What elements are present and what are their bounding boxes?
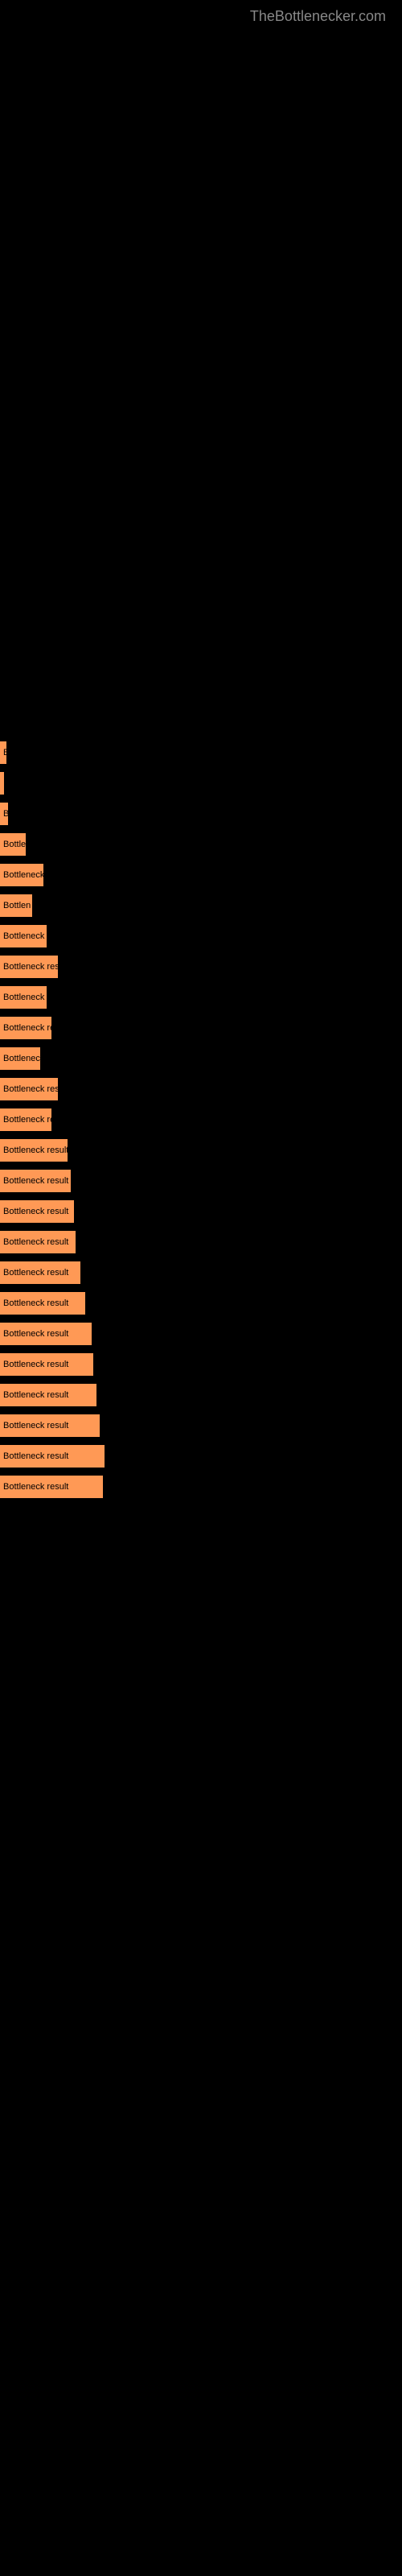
bar: Bottleneck r — [0, 986, 47, 1009]
bar-row: Bottlen — [0, 894, 402, 917]
bar-row: Bottleneck result — [0, 1170, 402, 1192]
bar-row: Bottleneck resu — [0, 1078, 402, 1100]
bar: Bottleneck result — [0, 1261, 80, 1284]
bar-row: Bottleneck result — [0, 1476, 402, 1498]
bar-row: Bottle — [0, 833, 402, 856]
bar-row: B — [0, 741, 402, 764]
bar-row: Bottleneck — [0, 864, 402, 886]
bar: Bottlen — [0, 894, 32, 917]
bar-row: Bottlenec — [0, 1047, 402, 1070]
bar: Bottleneck result — [0, 1353, 93, 1376]
bar-row: Bottleneck result — [0, 1200, 402, 1223]
bar: Bottleneck resu — [0, 1078, 58, 1100]
bar: Bottleneck result — [0, 1139, 68, 1162]
bar-row: Bottleneck re — [0, 1108, 402, 1131]
bar-row: Bottleneck result — [0, 1261, 402, 1284]
bar: Bottleneck result — [0, 1231, 76, 1253]
bar-row: Bottleneck result — [0, 1292, 402, 1315]
bar: Bottleneck result — [0, 1323, 92, 1345]
bar: Bottleneck re — [0, 1017, 51, 1039]
bar-row: Bottleneck result — [0, 1323, 402, 1345]
bar: Bottleneck r — [0, 925, 47, 947]
bar-row: Bottleneck result — [0, 1414, 402, 1437]
site-header: TheBottlenecker.com — [0, 0, 402, 33]
bar: Bottleneck result — [0, 1445, 105, 1468]
bar: B — [0, 803, 8, 825]
bar-row: Bottleneck result — [0, 1353, 402, 1376]
bar-row: B — [0, 803, 402, 825]
bar: Bottleneck re — [0, 1108, 51, 1131]
bar-row: Bottleneck result — [0, 1231, 402, 1253]
bar: Bottleneck result — [0, 1170, 71, 1192]
bar: Bottleneck result — [0, 1414, 100, 1437]
bar: Bottleneck result — [0, 1476, 103, 1498]
content-spacer — [0, 33, 402, 741]
bar-row: Bottleneck result — [0, 1384, 402, 1406]
bar: Bottlenec — [0, 1047, 40, 1070]
bar: B — [0, 741, 6, 764]
bottleneck-chart: B B Bottle Bottleneck Bottlen Bottleneck r Bot… — [0, 741, 402, 1498]
bar-row: Bottleneck re — [0, 1017, 402, 1039]
bar — [0, 772, 4, 795]
bar-row: Bottleneck result — [0, 1139, 402, 1162]
bar-row: Bottleneck r — [0, 986, 402, 1009]
bar: Bottle — [0, 833, 26, 856]
bar-row: Bottleneck resu — [0, 956, 402, 978]
bar: Bottleneck result — [0, 1384, 96, 1406]
bar: Bottleneck resu — [0, 956, 58, 978]
bar: Bottleneck result — [0, 1292, 85, 1315]
bar-row — [0, 772, 402, 795]
bar-row: Bottleneck result — [0, 1445, 402, 1468]
bar: Bottleneck — [0, 864, 43, 886]
bar: Bottleneck result — [0, 1200, 74, 1223]
bar-row: Bottleneck r — [0, 925, 402, 947]
